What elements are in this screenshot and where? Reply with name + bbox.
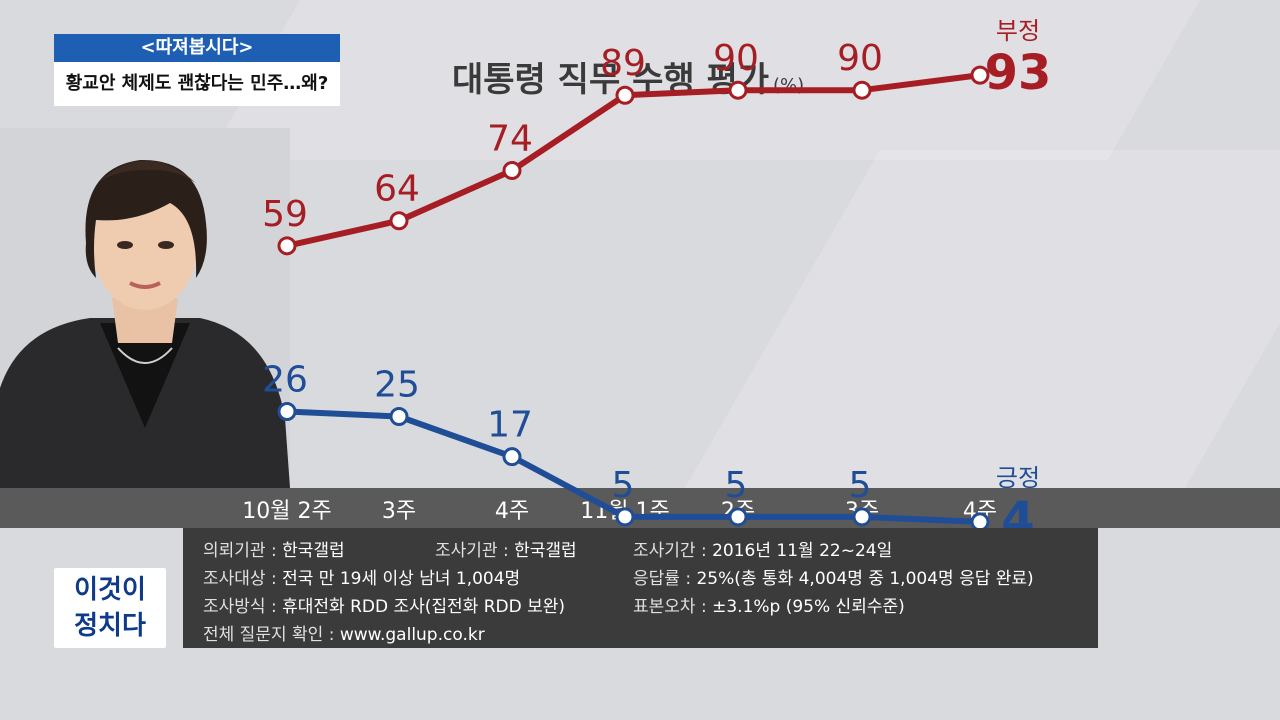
info-label: 조사기관 : [435, 541, 515, 561]
info-pair: 조사기간 : 2016년 11월 22~24일 [633, 536, 892, 561]
info-row: 의뢰기관 : 한국갤럽 조사기관 : 한국갤럽 조사기간 : 2016년 11월… [203, 536, 1083, 562]
info-row: 조사방식 : 휴대전화 RDD 조사(집전화 RDD 보완) 표본오차 : ±3… [203, 592, 1083, 618]
headline-caption: 황교안 체제도 괜찮다는 민주…왜? [54, 62, 340, 106]
info-label: 조사대상 : [203, 569, 283, 589]
info-label: 조사기간 : [633, 541, 713, 561]
info-pair: 표본오차 : ±3.1%p (95% 신뢰수준) [633, 592, 905, 617]
info-label: 의뢰기관 : [203, 541, 283, 561]
info-value: 한국갤럽 [282, 541, 345, 561]
data-point [502, 161, 522, 181]
chart-title-text: 대통령 직무 수행 평가 [452, 60, 770, 100]
info-pair: 응답률 : 25%(총 통화 4,004명 중 1,004명 응답 완료) [633, 564, 1034, 589]
info-value: 25%(총 통화 4,004명 중 1,004명 응답 완료) [696, 569, 1034, 589]
info-value: www.gallup.co.kr [339, 625, 485, 645]
program-logo-line: 정치다 [74, 611, 146, 641]
chart-unit: (%) [773, 75, 805, 96]
info-row: 조사대상 : 전국 만 19세 이상 남녀 1,004명 응답률 : 25%(총… [203, 564, 1083, 590]
data-point [389, 407, 409, 426]
info-value: 2016년 11월 22~24일 [712, 541, 893, 561]
info-pair: 조사기관 : 한국갤럽 [435, 536, 577, 561]
x-axis-band [0, 488, 1280, 528]
info-row: 전체 질문지 확인 : www.gallup.co.kr [203, 620, 1083, 646]
info-label: 표본오차 : [633, 597, 713, 617]
survey-info-panel: 의뢰기관 : 한국갤럽 조사기관 : 한국갤럽 조사기간 : 2016년 11월… [183, 528, 1098, 648]
data-label: 25 [374, 365, 420, 406]
info-value: ±3.1%p (95% 신뢰수준) [712, 597, 905, 617]
info-label: 응답률 : [633, 569, 697, 589]
data-point [389, 211, 409, 231]
info-label: 전체 질문지 확인 : [203, 625, 340, 645]
program-logo: 이것이 정치다 [54, 568, 166, 648]
data-point [502, 447, 522, 467]
program-logo-line: 이것이 [74, 575, 146, 605]
chart-title: 대통령 직무 수행 평가 (%) [452, 52, 804, 101]
person-photo [0, 128, 290, 488]
info-value: 전국 만 19세 이상 남녀 1,004명 [282, 569, 521, 589]
background-stripe [683, 150, 1280, 490]
info-value: 휴대전화 RDD 조사(집전화 RDD 보완) [282, 597, 566, 617]
segment-tag: <따져봅시다> [54, 34, 340, 62]
data-label: 17 [487, 405, 533, 446]
data-label: 64 [374, 169, 420, 210]
info-value: 한국갤럽 [514, 541, 577, 561]
info-label: 조사방식 : [203, 597, 283, 617]
